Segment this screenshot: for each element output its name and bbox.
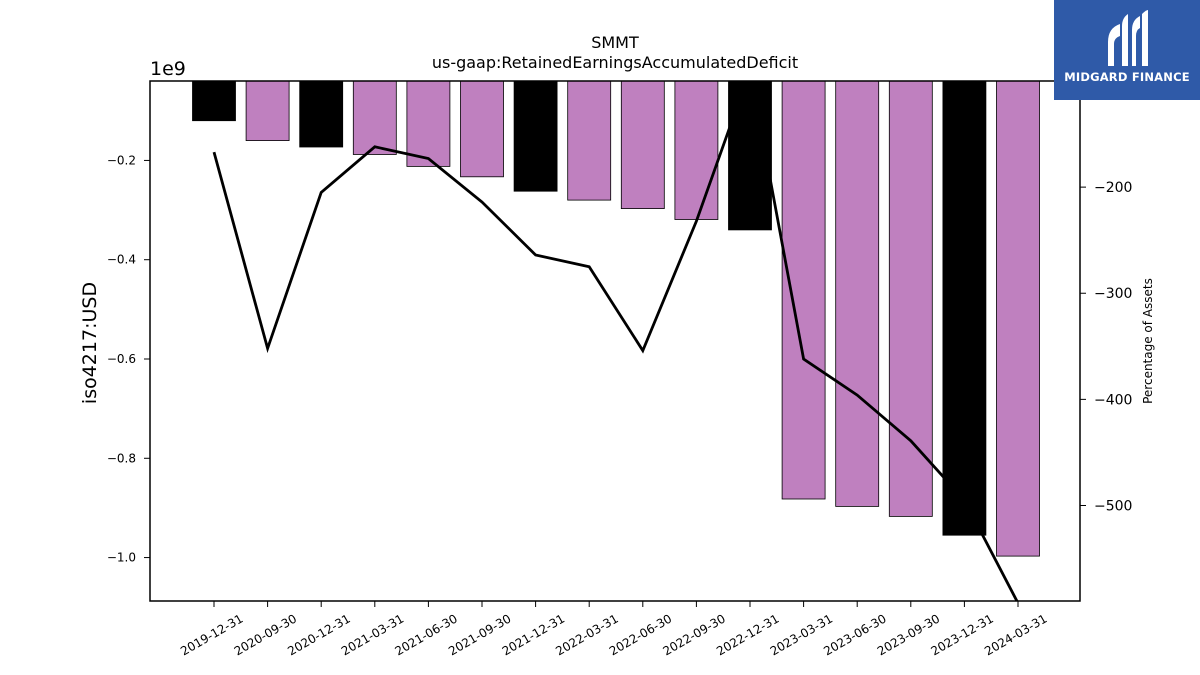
y-axis-label: iso4217:USD xyxy=(79,282,101,404)
y2-tick-label: −500 xyxy=(1094,498,1132,514)
y-tick-label: −0.4 xyxy=(107,253,136,267)
y-tick-label: −0.6 xyxy=(107,352,136,366)
y-axis: −0.2 −0.4 −0.6 −0.8 −1.0 xyxy=(107,153,150,565)
bar-2021-12-31 xyxy=(513,80,558,192)
bar-2020-12-31 xyxy=(299,80,344,148)
logo-mark-icon xyxy=(1108,10,1148,66)
brand-logo: MIDGARD FINANCE xyxy=(1054,0,1200,100)
percent-of-assets-line xyxy=(212,81,1019,601)
bar-2019-12-31 xyxy=(192,80,236,122)
bar-2022-06-30 xyxy=(620,80,665,209)
y-offset-label: 1e9 xyxy=(150,58,186,80)
bar-2023-06-30 xyxy=(835,80,880,507)
chart-subtitle: us-gaap:RetainedEarningsAccumulatedDefic… xyxy=(432,53,798,72)
y2-tick-label: −400 xyxy=(1094,392,1132,408)
bar-2024-03-31 xyxy=(996,80,1040,557)
y2-axis: −200 −300 −400 −500 xyxy=(1080,180,1132,514)
y-tick-label: −1.0 xyxy=(107,551,136,565)
bar-2023-09-30 xyxy=(888,80,933,517)
bar-2021-09-30 xyxy=(460,80,504,178)
plot-frame xyxy=(149,80,1081,602)
chart-title: SMMT xyxy=(591,33,639,52)
bar-2023-12-31 xyxy=(942,80,987,536)
line-group xyxy=(212,81,1019,601)
bar-2021-03-31 xyxy=(352,80,397,155)
x-axis: 2019-12-312020-09-302020-12-312021-03-31… xyxy=(178,601,1050,658)
bar-2021-06-30 xyxy=(406,80,451,167)
bar-2023-03-31 xyxy=(781,80,826,500)
y2-tick-label: −200 xyxy=(1094,180,1132,196)
y-tick-label: −0.2 xyxy=(107,153,136,167)
bars-group xyxy=(192,80,1040,557)
y-tick-label: −0.8 xyxy=(107,451,136,465)
bar-2022-03-31 xyxy=(567,80,612,201)
logo-text: MIDGARD FINANCE xyxy=(1064,70,1190,84)
bar-2020-09-30 xyxy=(245,80,290,141)
bar-2022-12-31 xyxy=(728,80,772,231)
bar-2022-09-30 xyxy=(674,80,719,220)
y2-axis-label: Percentage of Assets xyxy=(1141,278,1155,404)
y2-tick-label: −300 xyxy=(1094,286,1132,302)
